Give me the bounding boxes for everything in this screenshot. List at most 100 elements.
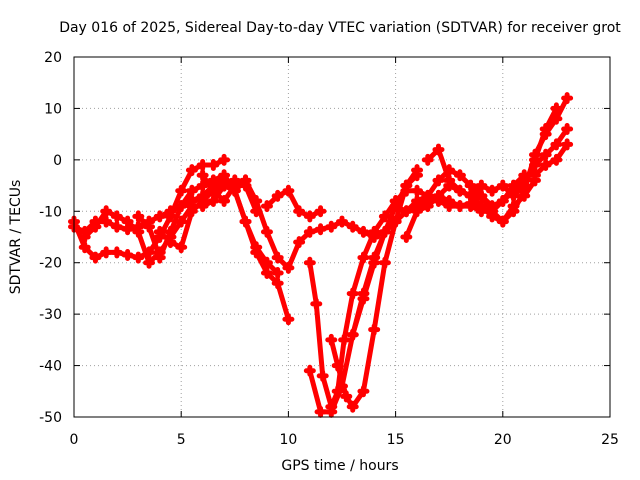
data-point	[239, 215, 252, 228]
data-point	[550, 138, 563, 151]
data-point	[239, 174, 252, 187]
data-point	[316, 369, 329, 382]
data-point	[153, 225, 166, 238]
data-point	[260, 256, 273, 269]
data-point	[496, 215, 509, 228]
data-point	[110, 210, 123, 223]
data-point	[453, 200, 466, 213]
data-point	[303, 256, 316, 269]
data-point	[164, 205, 177, 218]
data-point	[196, 179, 209, 192]
data-point	[314, 205, 327, 218]
data-point	[175, 241, 188, 254]
data-point	[443, 174, 456, 187]
data-point	[89, 251, 102, 264]
data-point	[218, 179, 231, 192]
data-point	[143, 220, 156, 233]
data-point	[282, 184, 295, 197]
x-tick-label: 5	[177, 432, 186, 448]
data-point	[453, 169, 466, 182]
data-point	[331, 359, 344, 372]
data-point	[121, 249, 134, 261]
data-point	[507, 200, 520, 213]
data-point	[561, 92, 574, 105]
data-point	[338, 333, 351, 346]
data-point	[196, 195, 209, 207]
x-tick-label: 20	[494, 432, 512, 448]
x-tick-label: 25	[601, 432, 619, 448]
data-point	[196, 159, 209, 171]
data-point	[303, 225, 316, 238]
data-point	[110, 246, 123, 259]
data-point	[453, 184, 466, 197]
data-point	[518, 179, 531, 192]
data-point	[132, 225, 145, 238]
data-point	[228, 179, 241, 192]
data-point	[411, 164, 424, 177]
data-point	[207, 184, 220, 197]
y-tick-label: 10	[44, 101, 62, 117]
data-point	[357, 385, 370, 398]
data-point	[303, 364, 316, 377]
data-point	[389, 215, 402, 228]
data-point	[271, 267, 284, 279]
data-point	[528, 174, 541, 187]
data-point	[164, 236, 177, 249]
data-point	[325, 405, 338, 418]
data-point	[378, 225, 391, 238]
y-tick-label: 20	[44, 50, 62, 66]
data-point	[260, 267, 273, 279]
data-point	[378, 256, 391, 269]
data-point	[207, 174, 220, 187]
data-point	[561, 123, 574, 135]
data-point	[475, 179, 488, 192]
data-point	[185, 205, 198, 218]
data-point	[357, 225, 370, 238]
data-point	[496, 179, 509, 192]
data-point	[346, 220, 359, 233]
data-point	[550, 153, 563, 166]
data-point	[486, 184, 499, 197]
data-point	[207, 159, 220, 171]
tick-labels: 0 5 10 15 20 25 -50 -40 -30 -20 -10 0 10 20	[39, 50, 619, 448]
data-point	[421, 189, 434, 202]
data-point	[400, 231, 413, 243]
data-point	[528, 153, 541, 166]
y-tick-label: -20	[39, 256, 62, 272]
data-point	[100, 246, 113, 259]
y-tick-label: -50	[39, 410, 62, 426]
data-point	[411, 184, 424, 197]
data-point	[293, 205, 306, 218]
data-point	[475, 200, 488, 213]
data-point	[432, 143, 445, 156]
data-point	[507, 179, 520, 192]
data-point	[132, 251, 145, 264]
data-point	[432, 189, 445, 202]
data-point	[153, 210, 166, 223]
data-point	[368, 225, 381, 238]
data-point	[164, 225, 177, 238]
data-point	[378, 210, 391, 223]
data-point	[340, 390, 353, 403]
x-tick-label: 0	[70, 432, 79, 448]
data-point	[185, 184, 198, 197]
data-point	[464, 200, 477, 213]
data-point	[550, 112, 563, 125]
data-point	[357, 287, 370, 300]
data-point	[561, 138, 574, 151]
data-point	[314, 223, 327, 236]
data-point	[143, 256, 156, 269]
data-point	[389, 200, 402, 213]
data-point	[110, 220, 123, 233]
data-point	[314, 405, 327, 418]
data-point	[550, 102, 563, 115]
data-point	[260, 200, 273, 213]
data-point	[282, 261, 295, 274]
data-point	[175, 200, 188, 213]
data-point	[78, 241, 91, 254]
data-point	[175, 215, 188, 228]
data-point	[475, 189, 488, 202]
x-axis-label: GPS time / hours	[281, 458, 398, 474]
data-point	[507, 189, 520, 202]
data-point	[175, 184, 188, 197]
